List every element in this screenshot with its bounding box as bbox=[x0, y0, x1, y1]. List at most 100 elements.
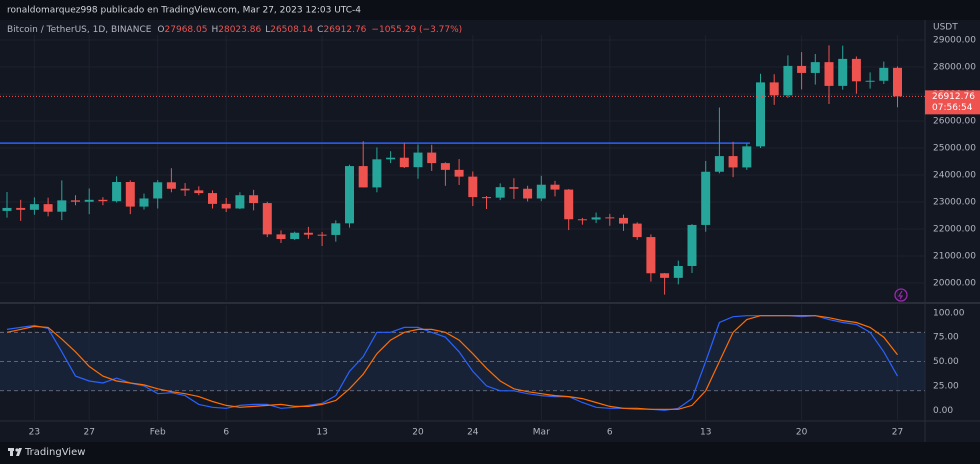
candle-body bbox=[125, 182, 135, 207]
x-tick-label: 23 bbox=[29, 428, 40, 438]
candle-body bbox=[810, 62, 820, 73]
y-unit: USDT bbox=[933, 23, 958, 33]
candle-body bbox=[221, 203, 231, 209]
candle-body bbox=[112, 182, 122, 202]
candle-body bbox=[756, 82, 765, 147]
candle-body bbox=[893, 67, 902, 97]
header-bar bbox=[0, 0, 980, 20]
candle-body bbox=[632, 223, 642, 238]
y-tick-label: 75.00 bbox=[933, 333, 959, 343]
candle-body bbox=[468, 176, 478, 198]
candle-body bbox=[523, 188, 533, 199]
candle-body bbox=[454, 169, 464, 177]
candle-body bbox=[249, 195, 259, 204]
y-tick-label: 21000.00 bbox=[933, 251, 976, 261]
alert-icon[interactable] bbox=[894, 288, 908, 302]
y-tick-label: 23000.00 bbox=[933, 197, 976, 207]
candle-body bbox=[208, 193, 217, 204]
close-value: 26912.76 bbox=[323, 25, 366, 35]
y-tick-label: 26000.00 bbox=[933, 116, 976, 126]
x-tick-label: 24 bbox=[467, 428, 479, 438]
candle-body bbox=[783, 65, 793, 96]
candle-body bbox=[71, 200, 80, 202]
candle-body bbox=[769, 82, 779, 96]
candle-body bbox=[153, 182, 163, 199]
candle-body bbox=[646, 237, 656, 274]
candle-body bbox=[536, 184, 546, 199]
low-value: 26508.14 bbox=[270, 25, 313, 35]
countdown: 07:56:54 bbox=[932, 103, 973, 113]
candle-body bbox=[564, 189, 574, 220]
x-tick-label: 20 bbox=[412, 428, 424, 438]
y-tick-label: 20000.00 bbox=[933, 278, 976, 288]
x-tick-label: 27 bbox=[83, 428, 94, 438]
candle-body bbox=[413, 152, 423, 168]
candle-body bbox=[98, 199, 108, 202]
candle-body bbox=[43, 204, 53, 212]
indicator-line bbox=[6, 315, 898, 410]
candle-body bbox=[2, 207, 12, 211]
candle-body bbox=[851, 58, 861, 82]
candle-body bbox=[166, 182, 176, 189]
candle-body bbox=[879, 67, 889, 81]
candle-body bbox=[577, 219, 587, 221]
candle-body bbox=[619, 217, 628, 224]
y-tick-label: 100.00 bbox=[933, 308, 965, 318]
indicator-line bbox=[6, 315, 899, 411]
candle-body bbox=[345, 166, 354, 224]
candle-body bbox=[399, 157, 409, 168]
price-tag bbox=[925, 90, 980, 115]
candle-body bbox=[235, 195, 245, 209]
open-value: 27968.05 bbox=[165, 25, 208, 35]
candle-body bbox=[317, 234, 327, 236]
y-tick-label: 25000.00 bbox=[933, 143, 976, 153]
y-tick-label: 22000.00 bbox=[933, 224, 976, 234]
candle-body bbox=[865, 80, 875, 82]
change: −1055.29 (−3.77%) bbox=[371, 25, 462, 35]
y-tick-label: 24000.00 bbox=[933, 170, 976, 180]
tv-logo bbox=[8, 448, 22, 456]
x-tick-label: 6 bbox=[223, 428, 229, 438]
y-tick-label: 50.00 bbox=[933, 357, 959, 367]
y-tick-label: 25.00 bbox=[933, 381, 959, 391]
candle-body bbox=[660, 273, 670, 278]
candle-body bbox=[262, 203, 272, 235]
candle-body bbox=[290, 232, 300, 239]
candle-body bbox=[714, 156, 724, 172]
candle-body bbox=[797, 65, 807, 73]
candle-body bbox=[427, 152, 437, 164]
x-tick-label: Feb bbox=[150, 428, 166, 438]
candle-body bbox=[824, 62, 834, 86]
y-tick-label: 29000.00 bbox=[933, 35, 976, 45]
footer-bar bbox=[0, 442, 980, 464]
candle-body bbox=[838, 58, 848, 86]
candle-body bbox=[728, 156, 738, 168]
candle-body bbox=[687, 224, 697, 266]
candle-body bbox=[358, 166, 368, 188]
x-tick-label: 27 bbox=[892, 428, 903, 438]
candle-body bbox=[194, 190, 204, 194]
candle-body bbox=[84, 199, 94, 202]
ohlc-label: H bbox=[211, 25, 218, 35]
y-tick-label: 0.00 bbox=[933, 406, 953, 416]
candle-body bbox=[701, 171, 711, 225]
ohlc-label: C bbox=[317, 25, 323, 35]
candle-body bbox=[276, 234, 286, 239]
candle-body bbox=[303, 232, 313, 235]
high-value: 28023.86 bbox=[218, 25, 261, 35]
candle-body bbox=[509, 187, 519, 189]
candle-body bbox=[482, 197, 491, 199]
candle-body bbox=[180, 188, 190, 191]
candle-body bbox=[331, 223, 341, 235]
x-tick-label: 20 bbox=[796, 428, 808, 438]
candle-body bbox=[440, 163, 450, 170]
candle-body bbox=[16, 207, 26, 210]
candle-body bbox=[673, 265, 683, 278]
candle-body bbox=[591, 217, 601, 220]
x-tick-label: 13 bbox=[316, 428, 327, 438]
footer-text: TradingView bbox=[24, 447, 85, 458]
candle-body bbox=[605, 217, 615, 219]
candle-body bbox=[139, 198, 149, 207]
x-tick-label: Mar bbox=[533, 428, 550, 438]
x-tick-label: 13 bbox=[700, 428, 711, 438]
